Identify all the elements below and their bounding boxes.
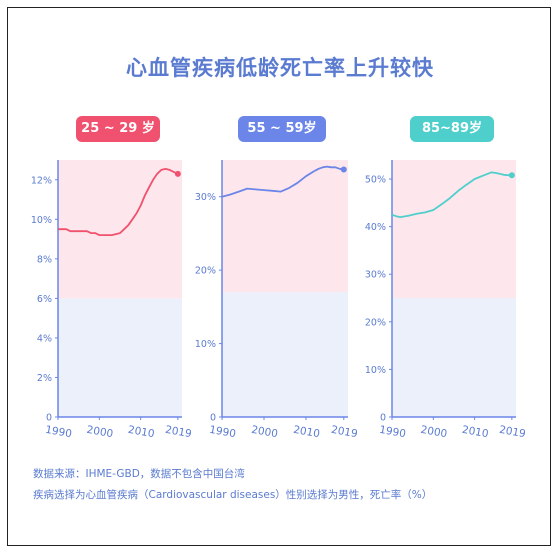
y-tick-label: 40% (365, 222, 386, 233)
band-low-0 (58, 298, 182, 417)
band-low-1 (222, 292, 348, 417)
badge-55-59: 55 ~ 59岁 (238, 116, 326, 142)
x-tick-label: 1990 (44, 424, 72, 440)
footer-source: 数据来源：IHME-GBD，数据不包含中国台湾 (33, 468, 245, 480)
y-tick-label: 20% (195, 266, 216, 277)
y-tick-label: 12% (31, 175, 52, 186)
x-tick-label: 1990 (378, 424, 406, 440)
y-tick-label: 0 (210, 413, 216, 424)
band-high-1 (222, 160, 348, 293)
x-tick-label: 2000 (86, 424, 114, 440)
x-tick-label: 1990 (208, 424, 236, 440)
badge-25-29: 25 ~ 29 岁 (76, 116, 160, 142)
y-tick-label: 6% (37, 294, 52, 305)
y-tick-label: 10% (31, 215, 52, 226)
x-tick-label: 2019 (164, 424, 192, 440)
y-tick-label: 0 (380, 413, 386, 424)
figure-title: 心血管疾病低龄死亡率上升较快 (126, 56, 434, 80)
y-tick-label: 30% (365, 270, 386, 281)
series-end-point-1 (340, 166, 347, 173)
x-tick-label: 2019 (330, 424, 358, 440)
y-tick-label: 50% (365, 175, 386, 186)
series-end-point-0 (174, 170, 181, 177)
y-tick-label: 10% (195, 339, 216, 350)
x-tick-label: 2000 (250, 424, 278, 440)
x-tick-label: 2000 (420, 424, 448, 440)
footer-note: 疾病选择为心血管疾病（Cardiovascular diseases）性别选择为… (33, 489, 433, 501)
badge-85-89: 85~89岁 (410, 116, 494, 142)
y-tick-label: 2% (37, 373, 52, 384)
y-tick-label: 20% (365, 317, 386, 328)
y-tick-label: 4% (37, 333, 52, 344)
x-tick-label: 2010 (127, 424, 155, 440)
x-tick-label: 2010 (292, 424, 320, 440)
y-tick-label: 10% (365, 365, 386, 376)
band-high-2 (392, 160, 516, 299)
series-line-2 (391, 171, 512, 218)
band-high-0 (58, 160, 182, 299)
series-line-0 (58, 168, 179, 236)
band-low-2 (392, 298, 516, 417)
x-tick-label: 2019 (498, 424, 526, 440)
y-tick-label: 0 (46, 413, 52, 424)
series-end-point-2 (508, 172, 515, 179)
y-tick-label: 8% (37, 254, 52, 265)
series-line-1 (221, 165, 344, 198)
y-tick-label: 30% (195, 192, 216, 203)
x-tick-label: 2010 (461, 424, 489, 440)
